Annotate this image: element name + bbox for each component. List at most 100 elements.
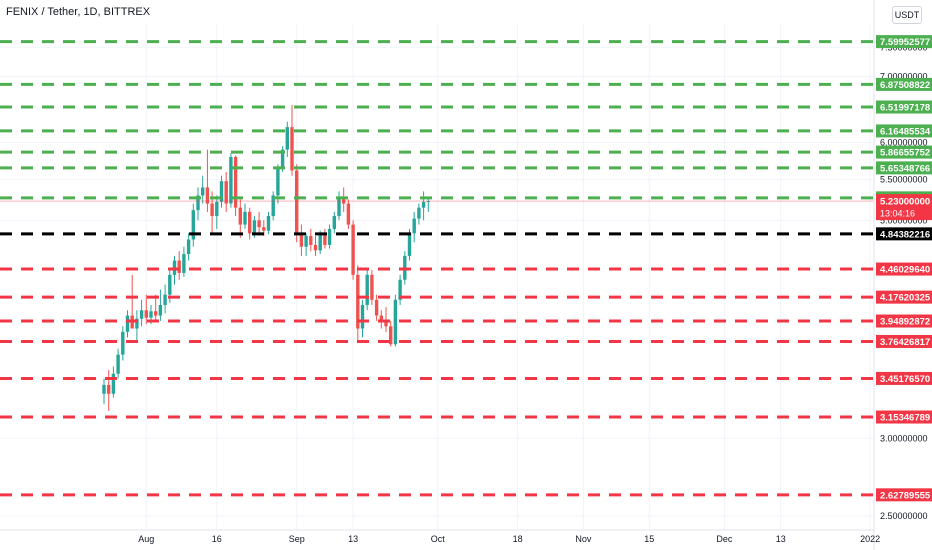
- candle-body: [154, 311, 158, 316]
- candle-body: [243, 211, 247, 225]
- level-price-tag: [876, 290, 932, 304]
- x-tick-label: Sep: [289, 534, 305, 544]
- price-axis: 7.500000007.000000006.000000005.50000000…: [873, 0, 932, 550]
- candle-body: [266, 216, 271, 231]
- level-price-label: 4.84382216: [880, 229, 930, 240]
- level-price-label: 4.17620325: [880, 293, 931, 304]
- level-price-tag: [876, 77, 932, 91]
- candle-body: [121, 331, 125, 355]
- level-price-tag: [876, 35, 932, 49]
- currency-button[interactable]: USDT: [892, 6, 922, 24]
- level-price-label: 6.51997178: [880, 103, 930, 114]
- y-tick-label: 2.50000000: [880, 511, 928, 521]
- candle-body: [107, 384, 111, 394]
- x-tick-label: 13: [348, 534, 358, 544]
- candle-body: [215, 201, 219, 217]
- level-price-label: 6.87508822: [880, 80, 930, 91]
- level-price-label: 4.46029640: [880, 265, 930, 276]
- level-price-tag: [876, 227, 932, 241]
- level-price-tag: [876, 314, 932, 328]
- candle-body: [186, 239, 191, 255]
- level-price-tag: [876, 161, 932, 175]
- candle-body: [393, 299, 398, 345]
- candle-body: [177, 260, 181, 273]
- candle-body: [384, 320, 388, 327]
- levels-layer: [0, 40, 874, 497]
- candle-body: [168, 274, 172, 295]
- level-price-tag: [876, 371, 932, 385]
- candle-body: [342, 197, 346, 204]
- candle-body: [271, 195, 275, 217]
- candle-body: [205, 187, 210, 204]
- candle-body: [374, 299, 379, 316]
- level-price-label: 3.76426817: [880, 337, 930, 348]
- candle-body: [196, 195, 200, 211]
- candle-body: [280, 149, 285, 169]
- candle-body: [426, 201, 430, 203]
- candle-body: [356, 274, 360, 329]
- candle-body: [257, 220, 261, 228]
- time-axis: Aug 16 Sep 13 Oct 18 Nov 15 Dec 13 2022: [0, 529, 880, 544]
- candle-body: [407, 233, 412, 256]
- level-price-tag: [876, 334, 932, 348]
- candle-body: [144, 310, 148, 318]
- candle-body: [111, 373, 116, 394]
- x-tick-label: 2022: [860, 534, 880, 544]
- level-price-tag: [876, 100, 932, 114]
- x-tick-label: Aug: [138, 534, 154, 544]
- x-tick-label: Nov: [575, 534, 592, 544]
- candle-body: [182, 254, 186, 273]
- candle-body: [158, 304, 163, 316]
- level-price-tag: [876, 262, 932, 276]
- candle-body: [238, 207, 242, 225]
- candle-body: [337, 197, 341, 217]
- level-price-label: 3.15346789: [880, 413, 930, 424]
- candle-body: [191, 210, 195, 240]
- bar-countdown: 13:04:16: [880, 209, 915, 219]
- candle-body: [351, 224, 355, 275]
- candle-body: [313, 244, 318, 251]
- y-tick-label: 5.50000000: [880, 175, 928, 185]
- y-tick-label: 6.00000000: [880, 137, 928, 147]
- candle-body: [309, 235, 313, 245]
- candle-body: [163, 294, 167, 305]
- x-tick-label: 15: [644, 534, 654, 544]
- candle-body: [327, 228, 332, 245]
- candle-body: [116, 354, 120, 374]
- candle-body: [201, 187, 205, 196]
- level-price-label: 3.45176570: [880, 374, 930, 385]
- level-price-label: 5.86655752: [880, 148, 930, 159]
- x-tick-label: 18: [513, 534, 523, 544]
- chart-title: FENIX / Tether, 1D, BITTREX: [6, 6, 151, 18]
- candle-body: [252, 220, 257, 234]
- candle-body: [102, 384, 106, 394]
- candle-body: [389, 326, 393, 345]
- x-tick-label: 13: [776, 534, 786, 544]
- level-price-label: 2.62789555: [880, 490, 931, 501]
- y-tick-label: 7.00000000: [880, 72, 928, 82]
- candle-body: [412, 218, 416, 234]
- level-price-tag: [876, 124, 932, 138]
- last-price-tag: [876, 194, 932, 221]
- candle-body: [262, 227, 266, 231]
- candle-body: [295, 170, 299, 234]
- x-tick-label: 16: [212, 534, 222, 544]
- candle-body: [135, 318, 139, 329]
- y-tick-label: 3.00000000: [880, 433, 928, 443]
- candle-body: [323, 234, 327, 245]
- candle-body: [229, 156, 233, 204]
- level-price-label: 5.65348766: [880, 163, 930, 174]
- candle-body: [248, 211, 252, 234]
- candle-body: [149, 311, 153, 318]
- candle-body: [299, 233, 304, 247]
- candle-body: [417, 207, 421, 219]
- candle-body: [318, 234, 322, 251]
- last-price-label: 5.23000000: [880, 197, 930, 208]
- level-price-label: 7.59952577: [880, 37, 930, 48]
- candle-body: [139, 310, 144, 319]
- candle-body: [219, 181, 224, 202]
- level-price-label: 3.94892872: [880, 317, 930, 328]
- level-price-label: 6.16485534: [880, 126, 931, 137]
- level-price-tag: [876, 145, 932, 159]
